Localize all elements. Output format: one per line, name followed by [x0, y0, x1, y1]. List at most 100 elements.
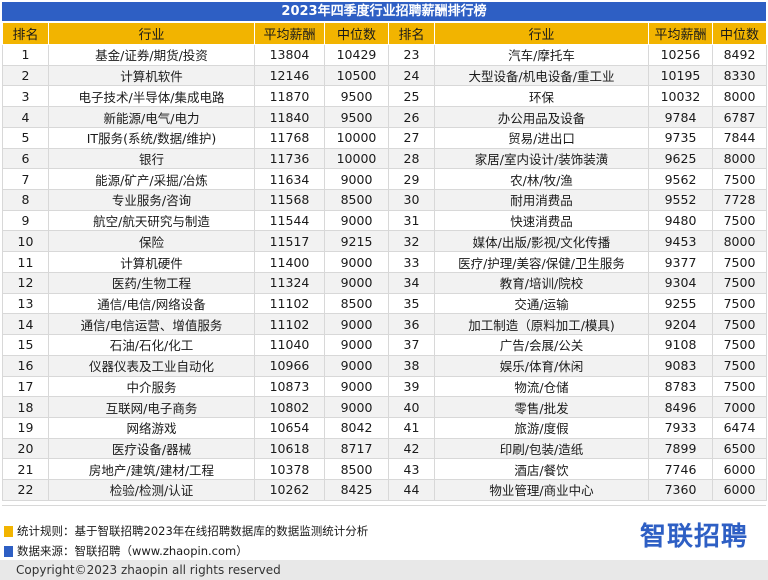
table-cell: 仪器仪表及工业自动化 — [48, 354, 255, 377]
table-cell: 24 — [388, 64, 435, 87]
table-header-row: 排名 行业 平均薪酬 中位数 排名 行业 平均薪酬 中位数 — [2, 22, 767, 45]
table-cell: 8000 — [712, 85, 767, 108]
table-cell: 40 — [388, 396, 435, 418]
table-cell: 16 — [2, 354, 49, 377]
table-cell: 7899 — [648, 437, 713, 460]
table-cell: 11517 — [254, 230, 325, 253]
table-cell: 9000 — [324, 168, 389, 191]
table-row: 18 互联网/电子商务 10802 9000 40 零售/批发 8496 7000 — [2, 396, 767, 418]
column-header: 中位数 — [324, 22, 389, 45]
table-cell: 9000 — [324, 313, 389, 336]
table-row: 7 能源/矿产/采掘/冶炼 11634 9000 29 农/林/牧/渔 9562 7500 — [2, 168, 767, 191]
table-cell: 9215 — [324, 230, 389, 253]
table-cell: 11 — [2, 251, 49, 273]
table-cell: 7360 — [648, 479, 713, 501]
table-cell: 9784 — [648, 106, 713, 128]
table-cell: 通信/电信运营、增值服务 — [48, 313, 255, 336]
table-cell: 11634 — [254, 168, 325, 191]
table-cell: 41 — [388, 416, 435, 439]
table-cell: 13 — [2, 292, 49, 315]
table-cell: 30 — [388, 189, 435, 211]
table-cell: 医疗设备/器械 — [48, 437, 255, 460]
table-cell: 8500 — [324, 189, 389, 211]
table-cell: 9735 — [648, 126, 713, 149]
table-cell: 6000 — [712, 479, 767, 501]
table-body: 1 基金/证券/期货/投资 13804 10429 23 汽车/摩托车 10256 8492 2… — [2, 44, 767, 501]
table-row: 5 IT服务(系统/数据/维护) 11768 10000 27 贸易/进出口 9735 784… — [2, 126, 767, 149]
table-cell: 酒店/餐饮 — [434, 458, 649, 481]
table-cell: 旅游/度假 — [434, 416, 649, 439]
table-cell: 10500 — [324, 64, 389, 87]
table-cell: 6000 — [712, 458, 767, 481]
table-cell: 11544 — [254, 209, 325, 232]
table-cell: 15 — [2, 334, 49, 356]
table-cell: 7500 — [712, 313, 767, 336]
table-row: 14 通信/电信运营、增值服务 11102 9000 36 加工制造（原料加工/模具) 92… — [2, 313, 767, 336]
column-header: 行业 — [434, 22, 649, 45]
table-cell: 4 — [2, 106, 49, 128]
divider — [2, 505, 766, 506]
page-title: 2023年四季度行业招聘薪酬排行榜 — [2, 2, 766, 21]
table-cell: 8000 — [712, 230, 767, 253]
table-cell: 9480 — [648, 209, 713, 232]
table-row: 13 通信/电信/网络设备 11102 8500 35 交通/运输 9255 7500 — [2, 292, 767, 315]
table-cell: 石油/石化/化工 — [48, 334, 255, 356]
table-cell: 基金/证券/期货/投资 — [48, 44, 255, 66]
table-cell: 广告/会展/公关 — [434, 334, 649, 356]
table-cell: 7500 — [712, 209, 767, 232]
table-row: 12 医药/生物工程 11324 9000 34 教育/培训/院校 9304 7500 — [2, 271, 767, 294]
table-cell: 31 — [388, 209, 435, 232]
table-cell: 中介服务 — [48, 375, 255, 398]
table-cell: 新能源/电气/电力 — [48, 106, 255, 128]
table-cell: 10032 — [648, 85, 713, 108]
table-row: 17 中介服务 10873 9000 39 物流/仓储 8783 7500 — [2, 375, 767, 398]
rule-note: 统计规则：基于智联招聘2023年在线招聘数据库的数据监测统计分析 — [4, 523, 368, 539]
table-cell: 10195 — [648, 64, 713, 87]
table-cell: 9000 — [324, 271, 389, 294]
table-cell: 银行 — [48, 147, 255, 170]
table-cell: 物流/仓储 — [434, 375, 649, 398]
table-row: 19 网络游戏 10654 8042 41 旅游/度假 7933 6474 — [2, 416, 767, 439]
table-cell: 11840 — [254, 106, 325, 128]
table-cell: 9083 — [648, 354, 713, 377]
table-cell: 9000 — [324, 396, 389, 418]
source-note: 数据来源：智联招聘（www.zhaopin.com） — [4, 543, 248, 559]
table-row: 8 专业服务/咨询 11568 8500 30 耐用消费品 9552 7728 — [2, 189, 767, 211]
table-row: 10 保险 11517 9215 32 媒体/出版/影视/文化传播 9453 8000 — [2, 230, 767, 253]
table-cell: 教育/培训/院校 — [434, 271, 649, 294]
table-cell: 8492 — [712, 44, 767, 66]
table-cell: 13804 — [254, 44, 325, 66]
table-cell: 10000 — [324, 147, 389, 170]
table-cell: 网络游戏 — [48, 416, 255, 439]
table-cell: 7500 — [712, 375, 767, 398]
table-cell: 11568 — [254, 189, 325, 211]
table-cell: 11040 — [254, 334, 325, 356]
table-cell: 7500 — [712, 271, 767, 294]
table-cell: 农/林/牧/渔 — [434, 168, 649, 191]
table-cell: 9304 — [648, 271, 713, 294]
table-cell: IT服务(系统/数据/维护) — [48, 126, 255, 149]
table-row: 2 计算机软件 12146 10500 24 大型设备/机电设备/重工业 10195 8330 — [2, 64, 767, 87]
table-row: 6 银行 11736 10000 28 家居/室内设计/装饰装潢 9625 8000 — [2, 147, 767, 170]
table-cell: 能源/矿产/采掘/冶炼 — [48, 168, 255, 191]
column-header: 行业 — [48, 22, 255, 45]
table-cell: 7500 — [712, 168, 767, 191]
table-cell: 10654 — [254, 416, 325, 439]
table-cell: 20 — [2, 437, 49, 460]
blue-square-icon — [4, 545, 13, 557]
table-cell: 10378 — [254, 458, 325, 481]
table-cell: 零售/批发 — [434, 396, 649, 418]
table-cell: 9552 — [648, 189, 713, 211]
table-cell: 保险 — [48, 230, 255, 253]
table-row: 21 房地产/建筑/建材/工程 10378 8500 43 酒店/餐饮 7746 6000 — [2, 458, 767, 481]
table-cell: 办公用品及设备 — [434, 106, 649, 128]
table-cell: 9000 — [324, 354, 389, 377]
table-cell: 8 — [2, 189, 49, 211]
table-cell: 10256 — [648, 44, 713, 66]
rule-note-text: 统计规则：基于智联招聘2023年在线招聘数据库的数据监测统计分析 — [17, 524, 369, 538]
table-cell: 9204 — [648, 313, 713, 336]
table-cell: 29 — [388, 168, 435, 191]
table-cell: 9108 — [648, 334, 713, 356]
table-row: 22 检验/检测/认证 10262 8425 44 物业管理/商业中心 7360 6000 — [2, 479, 767, 501]
table-cell: 交通/运输 — [434, 292, 649, 315]
